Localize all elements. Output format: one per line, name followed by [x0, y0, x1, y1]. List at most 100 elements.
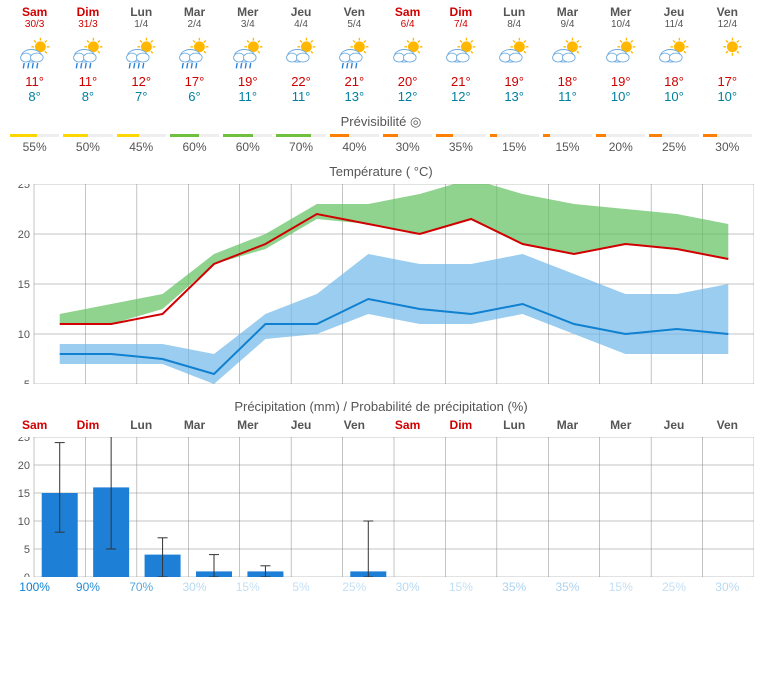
- day-date: 9/4: [541, 19, 594, 30]
- precip-day-label: Ven: [701, 418, 754, 432]
- day-name: Mer: [594, 5, 647, 19]
- day-date: 6/4: [381, 19, 434, 30]
- day-name: Lun: [115, 5, 168, 19]
- prev-value: 25%: [647, 140, 700, 154]
- high-temp: 20°: [381, 74, 434, 89]
- weather-icon: [274, 34, 327, 74]
- precip-prob: 15%: [594, 580, 647, 594]
- precip-prob: 30%: [381, 580, 434, 594]
- target-icon: ◎: [410, 114, 421, 129]
- day-header[interactable]: Jeu11/4: [647, 5, 700, 30]
- previsibilite-values-row: 55%50%45%60%60%70%40%30%35%15%15%20%25%3…: [8, 140, 754, 154]
- precip-prob: 25%: [328, 580, 381, 594]
- low-temp: 12°: [434, 89, 487, 104]
- day-header[interactable]: Mar9/4: [541, 5, 594, 30]
- day-date: 7/4: [434, 19, 487, 30]
- precip-prob: 70%: [115, 580, 168, 594]
- prev-value: 30%: [381, 140, 434, 154]
- low-temp: 11°: [541, 89, 594, 104]
- prev-value: 55%: [8, 140, 61, 154]
- day-name: Sam: [8, 5, 61, 19]
- prev-value: 20%: [594, 140, 647, 154]
- prev-value: 70%: [274, 140, 327, 154]
- precip-day-label: Mer: [221, 418, 274, 432]
- day-header[interactable]: Ven12/4: [701, 5, 754, 30]
- day-header[interactable]: Sam6/4: [381, 5, 434, 30]
- precip-day-label: Dim: [61, 418, 114, 432]
- low-temp: 6°: [168, 89, 221, 104]
- low-temp: 13°: [328, 89, 381, 104]
- prev-bar: [647, 134, 700, 137]
- low-temp-row: 8°8°7°6°11°11°13°12°12°13°11°10°10°10°: [8, 89, 754, 104]
- day-header[interactable]: Ven5/4: [328, 5, 381, 30]
- prev-value: 15%: [541, 140, 594, 154]
- precip-days-row: SamDimLunMarMerJeuVenSamDimLunMarMerJeuV…: [8, 418, 754, 432]
- precip-prob: 100%: [8, 580, 61, 594]
- day-date: 11/4: [647, 19, 700, 30]
- day-header[interactable]: Mar2/4: [168, 5, 221, 30]
- precip-prob: 25%: [647, 580, 700, 594]
- day-name: Ven: [328, 5, 381, 19]
- day-header[interactable]: Dim7/4: [434, 5, 487, 30]
- day-header[interactable]: Lun1/4: [115, 5, 168, 30]
- weather-icons-row: [8, 34, 754, 74]
- precip-day-label: Dim: [434, 418, 487, 432]
- high-temp: 21°: [434, 74, 487, 89]
- day-name: Dim: [434, 5, 487, 19]
- prev-value: 60%: [221, 140, 274, 154]
- prev-bar: [168, 134, 221, 137]
- svg-text:25: 25: [18, 184, 30, 191]
- prev-bar: [61, 134, 114, 137]
- prev-value: 45%: [115, 140, 168, 154]
- day-header[interactable]: Mer3/4: [221, 5, 274, 30]
- prev-bar: [488, 134, 541, 137]
- day-name: Ven: [701, 5, 754, 19]
- day-date: 31/3: [61, 19, 114, 30]
- day-date: 12/4: [701, 19, 754, 30]
- day-header[interactable]: Sam30/3: [8, 5, 61, 30]
- precip-prob: 15%: [434, 580, 487, 594]
- low-temp: 12°: [381, 89, 434, 104]
- precip-day-label: Mar: [168, 418, 221, 432]
- weather-icon: [61, 34, 114, 74]
- low-temp: 11°: [274, 89, 327, 104]
- svg-text:25: 25: [18, 437, 30, 444]
- low-temp: 8°: [61, 89, 114, 104]
- prev-bar: [8, 134, 61, 137]
- day-date: 4/4: [274, 19, 327, 30]
- days-header-row: Sam30/3Dim31/3Lun1/4Mar2/4Mer3/4Jeu4/4Ve…: [8, 5, 754, 30]
- day-name: Lun: [488, 5, 541, 19]
- low-temp: 10°: [594, 89, 647, 104]
- precip-day-label: Mar: [541, 418, 594, 432]
- day-header[interactable]: Lun8/4: [488, 5, 541, 30]
- day-name: Mer: [221, 5, 274, 19]
- prev-value: 50%: [61, 140, 114, 154]
- prev-bar: [221, 134, 274, 137]
- prev-value: 35%: [434, 140, 487, 154]
- precip-day-label: Jeu: [274, 418, 327, 432]
- day-date: 10/4: [594, 19, 647, 30]
- day-date: 5/4: [328, 19, 381, 30]
- high-temp: 17°: [168, 74, 221, 89]
- prev-value: 40%: [328, 140, 381, 154]
- weather-icon: [381, 34, 434, 74]
- day-header[interactable]: Jeu4/4: [274, 5, 327, 30]
- previsibilite-bars-row: [8, 134, 754, 137]
- prev-bar: [701, 134, 754, 137]
- high-temp: 19°: [488, 74, 541, 89]
- precip-prob-row: 100%90%70%30%15%5%25%30%15%35%35%15%25%3…: [8, 580, 754, 594]
- svg-text:15: 15: [18, 279, 30, 291]
- prev-value: 15%: [488, 140, 541, 154]
- svg-text:15: 15: [18, 488, 30, 500]
- day-name: Mar: [168, 5, 221, 19]
- svg-text:20: 20: [18, 229, 30, 241]
- day-name: Mar: [541, 5, 594, 19]
- day-name: Dim: [61, 5, 114, 19]
- weather-icon: [647, 34, 700, 74]
- svg-text:20: 20: [18, 460, 30, 472]
- day-header[interactable]: Mer10/4: [594, 5, 647, 30]
- temperature-title: Température ( °C): [8, 164, 754, 179]
- previsibilite-title: Prévisibilité ◎: [8, 114, 754, 130]
- day-header[interactable]: Dim31/3: [61, 5, 114, 30]
- weather-icon: [434, 34, 487, 74]
